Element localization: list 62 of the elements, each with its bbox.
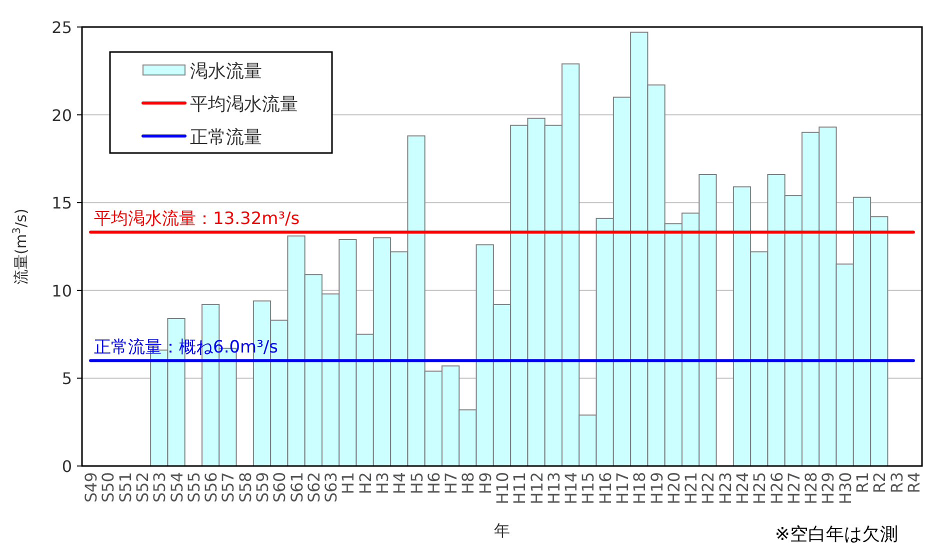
x-tick-label: S52 [133, 472, 152, 503]
x-tick-label: H3 [373, 472, 392, 494]
x-tick-label: H21 [682, 472, 701, 504]
x-tick-label: H18 [630, 472, 650, 504]
x-tick-label: H4 [390, 472, 410, 494]
legend-label: 正常流量 [190, 127, 262, 148]
x-tick-label: S63 [322, 472, 341, 503]
x-tick-label: H30 [836, 472, 855, 504]
y-tick-label: 5 [62, 369, 72, 388]
x-tick-label: H13 [544, 472, 564, 504]
x-tick-label: S53 [150, 472, 170, 503]
x-tick-label: R2 [870, 472, 890, 494]
x-tick-label: H6 [424, 472, 444, 494]
x-tick-label: H29 [818, 472, 838, 504]
x-tick-label: H25 [750, 472, 770, 504]
x-tick-label: S51 [116, 472, 135, 503]
x-tick-label: S50 [98, 472, 118, 503]
x-tick-label: R4 [904, 472, 924, 494]
text: ※空白年は欠測 [774, 524, 898, 543]
x-tick-label: S60 [270, 472, 290, 503]
x-tick-label: S55 [184, 472, 204, 503]
x-tick-label: H1 [338, 472, 358, 494]
x-tick-label: H9 [476, 472, 495, 494]
x-tick-label: H12 [527, 472, 546, 504]
y-tick-label: 20 [52, 106, 72, 125]
x-tick-label: H24 [733, 472, 752, 504]
y-tick-label: 10 [52, 281, 72, 300]
x-tick-label: S59 [253, 472, 272, 503]
x-tick-label: H14 [562, 472, 581, 504]
x-tick-label: S56 [202, 472, 221, 503]
x-tick-label: R1 [853, 472, 872, 494]
x-tick-label: S58 [236, 472, 255, 503]
x-axis-title: 年 [494, 521, 510, 540]
y-tick-label: 25 [52, 18, 72, 37]
x-tick-label: H16 [596, 472, 615, 504]
x-tick-label: S54 [167, 472, 186, 503]
x-tick-label: H26 [767, 472, 786, 504]
x-tick-label: S57 [218, 472, 238, 503]
x-tick-label: R3 [887, 472, 906, 494]
x-tick-label: H19 [647, 472, 666, 504]
x-tick-label: H20 [664, 472, 684, 504]
x-tick-label: H11 [510, 472, 530, 504]
legend-label: 平均渇水流量 [190, 94, 298, 115]
y-tick-label: 15 [52, 194, 72, 213]
x-tick-label: H5 [407, 472, 426, 494]
annotation: 正常流量：概ね6.0m³/s [94, 338, 278, 358]
annotation: 平均渇水流量：13.32m³/s [94, 209, 300, 230]
x-tick-label: H22 [698, 472, 718, 504]
x-tick-label: H23 [716, 472, 735, 504]
x-tick-label: S62 [304, 472, 324, 503]
y-tick-label: 0 [62, 457, 72, 476]
x-tick-label: S61 [287, 472, 306, 503]
x-tick-label: H28 [802, 472, 821, 504]
x-tick-label: H8 [458, 472, 478, 494]
x-tick-label: H15 [578, 472, 598, 504]
x-tick-label: H2 [356, 472, 375, 494]
x-tick-label: H27 [784, 472, 804, 504]
x-tick-label: H17 [613, 472, 632, 504]
legend-label: 渇水流量 [190, 61, 262, 82]
x-tick-label: H7 [442, 472, 461, 494]
x-tick-label: S49 [82, 472, 101, 503]
x-tick-label: H10 [493, 472, 512, 504]
